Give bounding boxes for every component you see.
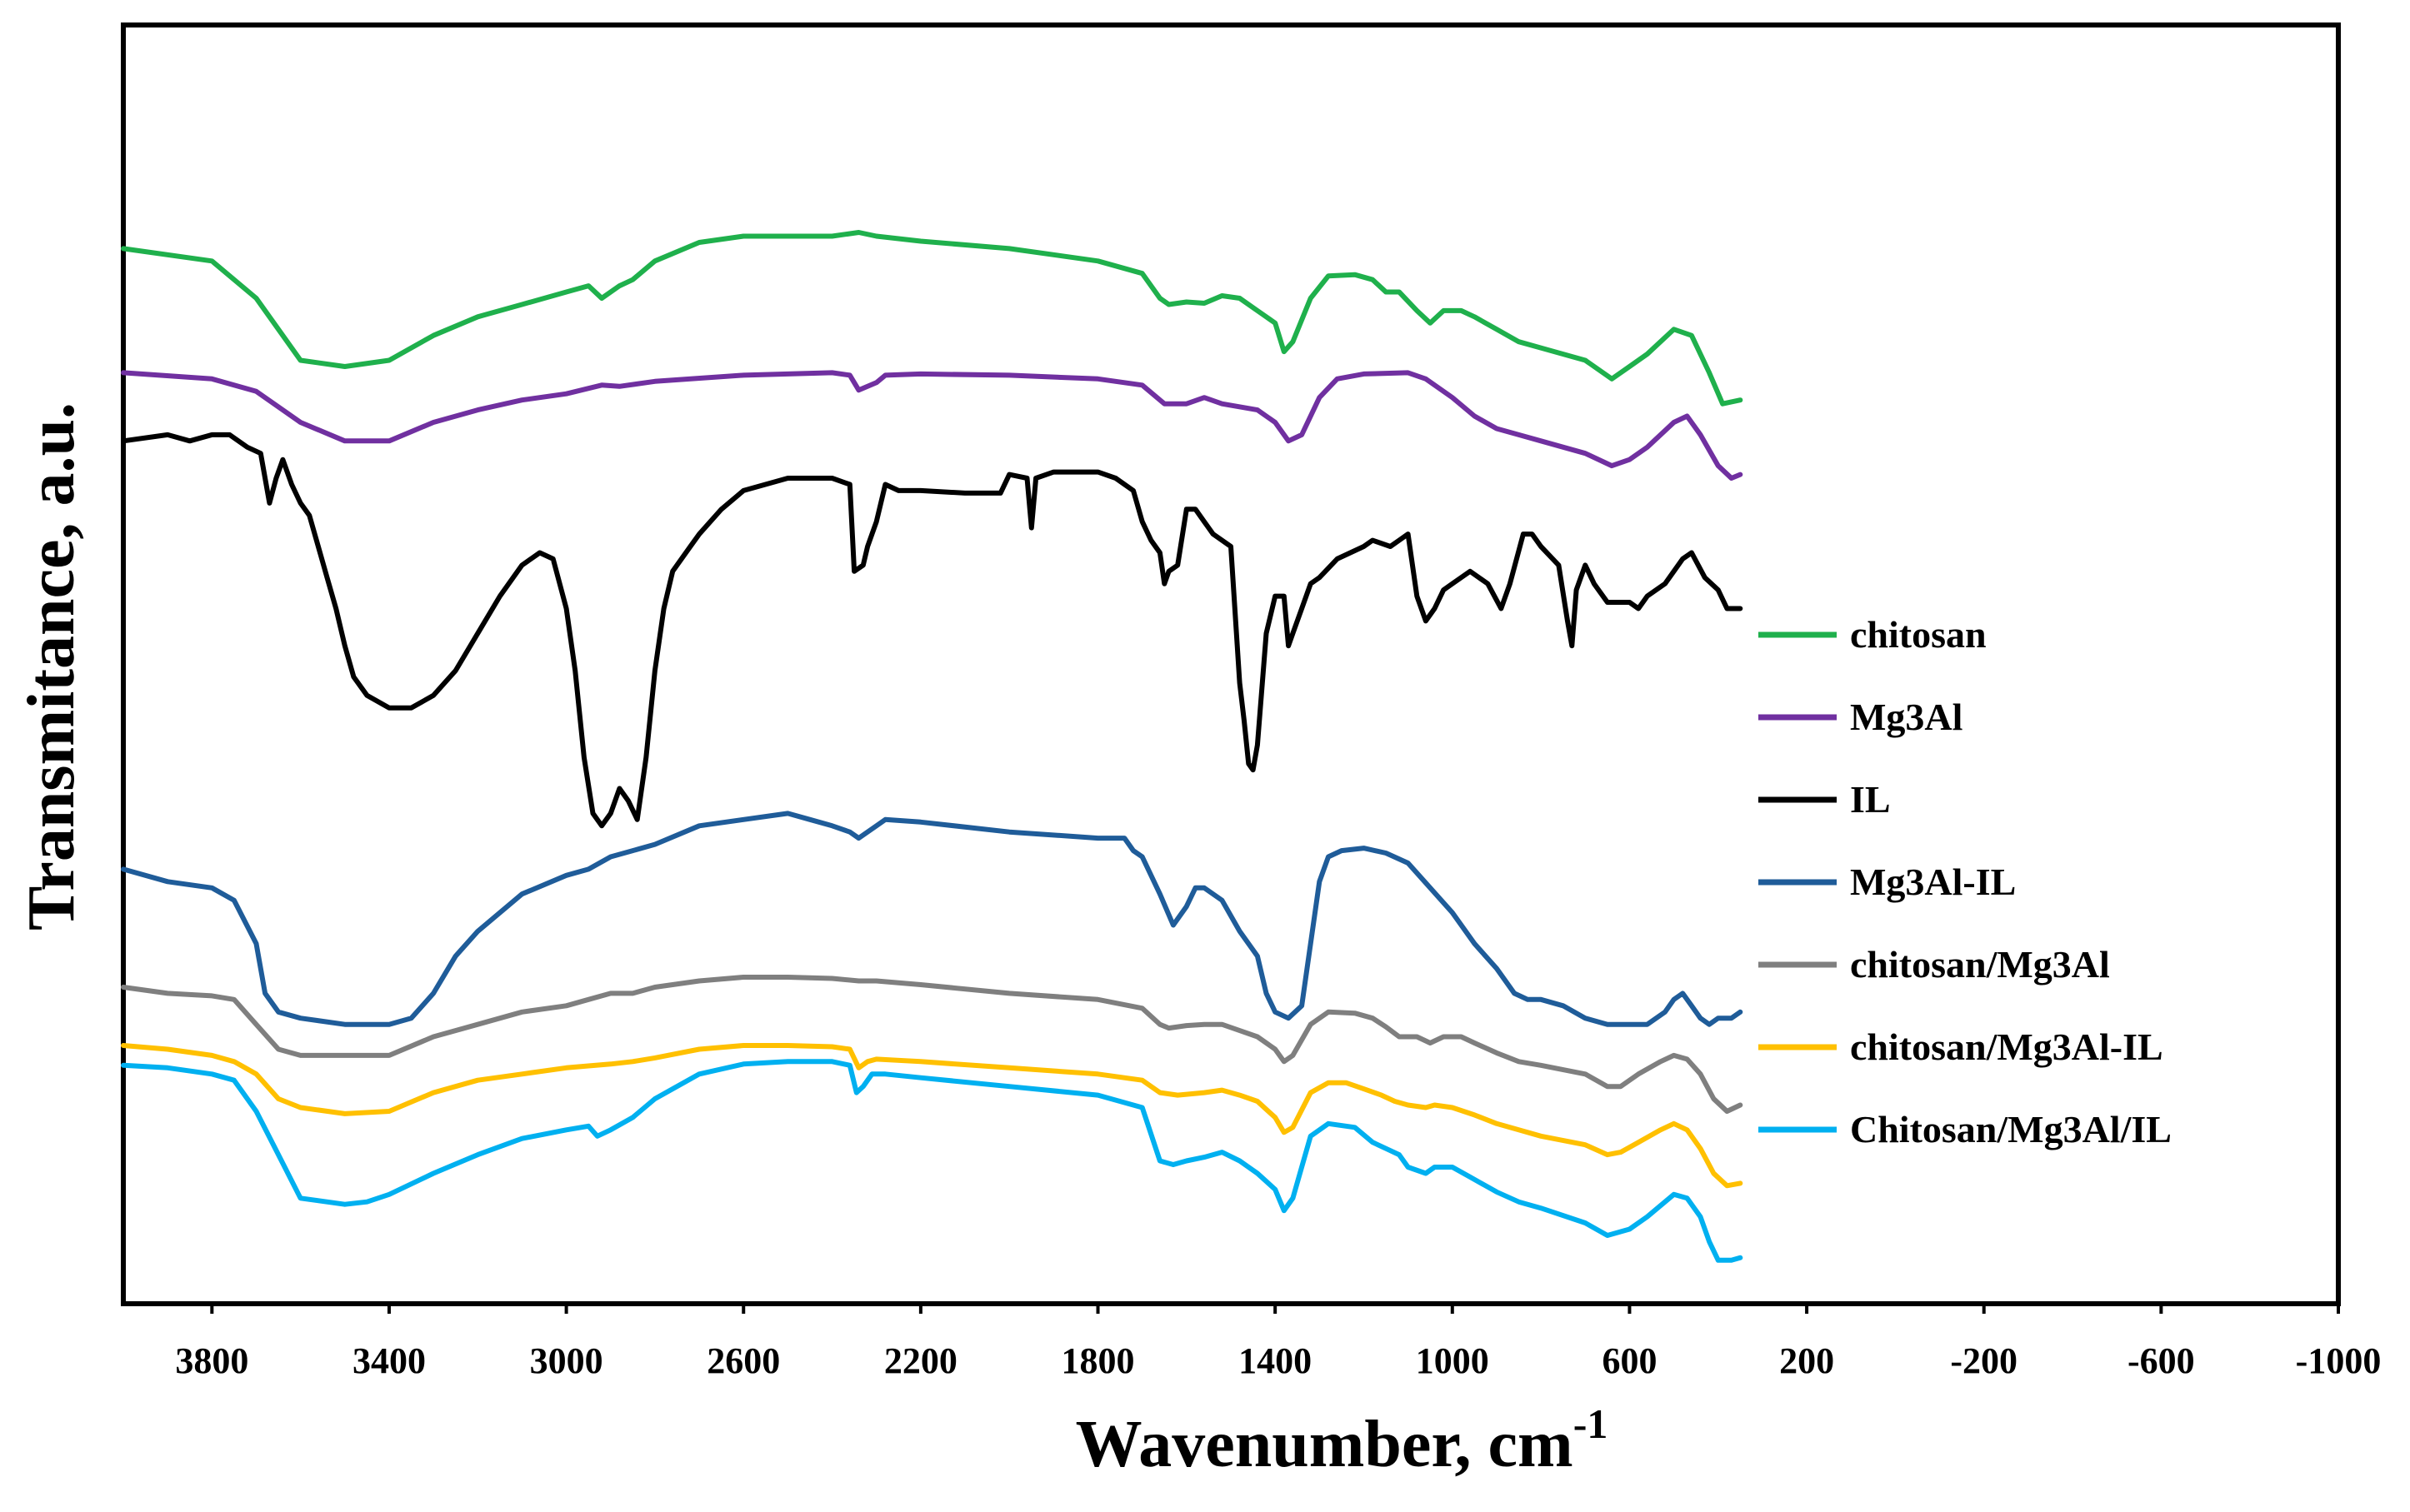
series-line-0 <box>121 230 1743 407</box>
x-tick-label: 1400 <box>1238 1340 1312 1381</box>
legend-label: Chitosan/Mg3Al/IL <box>1850 1108 2172 1150</box>
x-tick-label: 3800 <box>175 1340 248 1381</box>
legend-label: IL <box>1850 778 1891 821</box>
legend-label: chitosan/Mg3Al-IL <box>1850 1025 2163 1068</box>
series-line-5 <box>121 1043 1743 1189</box>
x-tick-label: 200 <box>1779 1340 1834 1381</box>
y-axis-title: Transmitance, a.u. <box>15 402 88 931</box>
x-tick-label: -600 <box>2128 1340 2195 1381</box>
series-line-4 <box>121 975 1743 1114</box>
legend-label: chitosan <box>1850 613 1987 656</box>
x-axis-title-superscript: -1 <box>1573 1400 1608 1447</box>
x-tick-label: 1000 <box>1416 1340 1489 1381</box>
series-line-6 <box>121 1059 1743 1263</box>
x-axis-title: Wavenumber, cm-1 <box>1076 1400 1608 1481</box>
x-tick-label: 600 <box>1602 1340 1657 1381</box>
legend-label: chitosan/Mg3Al <box>1850 943 2110 986</box>
series-line-2 <box>121 432 1743 829</box>
x-axis-title-main: Wavenumber, cm <box>1076 1408 1573 1481</box>
x-tick-label: 1800 <box>1062 1340 1135 1381</box>
x-tick-label: 2200 <box>884 1340 958 1381</box>
legend-label: Mg3Al-IL <box>1850 861 2016 903</box>
series-line-1 <box>121 370 1743 481</box>
legend: chitosan Mg3Al IL Mg3Al-IL chitosan/Mg3Al chi… <box>1758 613 2172 1150</box>
series-line-3 <box>121 811 1743 1027</box>
legend-label: Mg3Al <box>1850 696 1962 738</box>
x-tick-label: -1000 <box>2296 1340 2382 1381</box>
x-axis-ticks: 3800 3400 3000 2600 2200 1800 1400 1000 600 200 -2… <box>175 1304 2381 1381</box>
series-layer <box>121 230 1743 1263</box>
x-tick-label: -200 <box>1950 1340 2018 1381</box>
x-tick-label: 3400 <box>352 1340 426 1381</box>
x-tick-label: 3000 <box>530 1340 603 1381</box>
x-tick-label: 2600 <box>707 1340 780 1381</box>
